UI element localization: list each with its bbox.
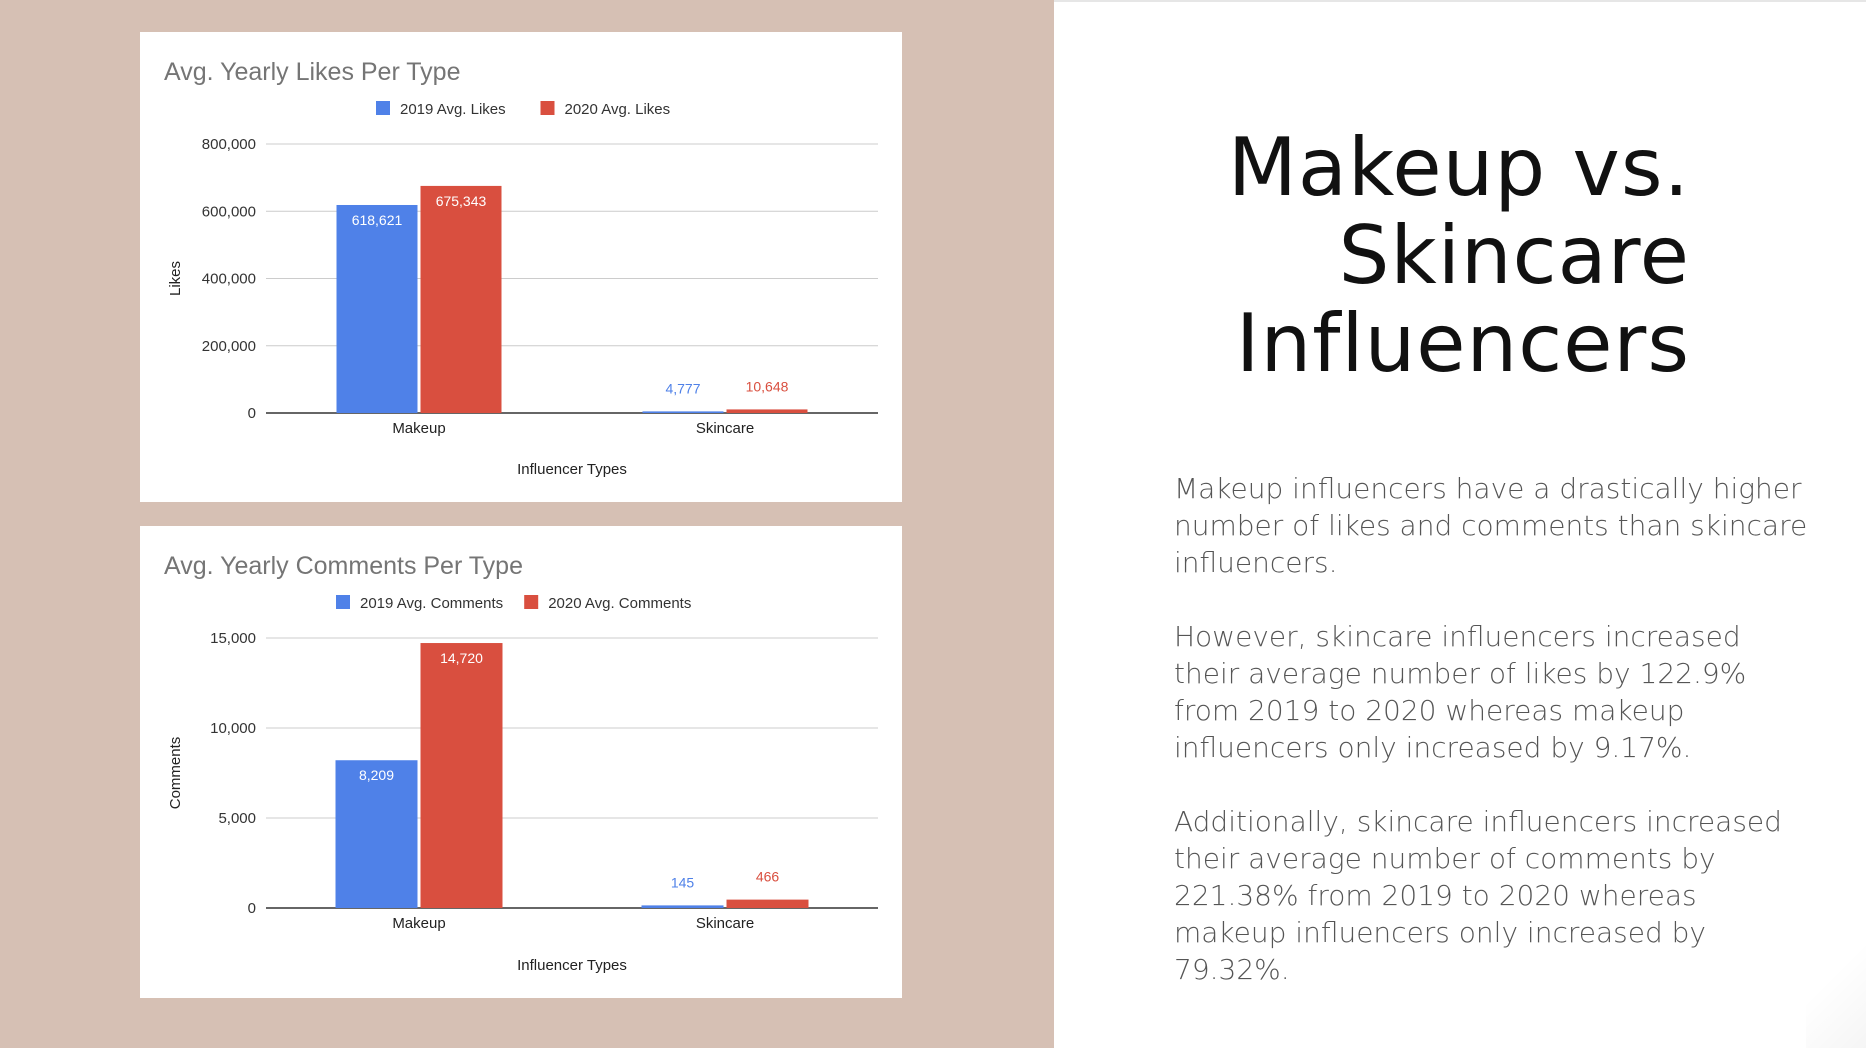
- legend-swatch: [336, 595, 350, 609]
- legend-swatch: [540, 101, 555, 115]
- data-label: 145: [671, 874, 695, 890]
- likes-chart: Avg. Yearly Likes Per Type 2019 Avg. Like…: [164, 58, 878, 478]
- x-axis-label: Influencer Types: [517, 957, 627, 974]
- body-text: Makeup influencers have a drastically hi…: [1174, 470, 1814, 1025]
- paragraph: Makeup influencers have a drastically hi…: [1174, 472, 1808, 579]
- x-tick-label: Makeup: [392, 420, 445, 437]
- data-label: 618,621: [352, 212, 403, 228]
- y-tick-label: 800,000: [202, 136, 256, 153]
- y-tick-label: 400,000: [202, 271, 256, 288]
- slide-title: Makeup vs. Skincare Influencers: [1228, 124, 1690, 388]
- legend-label: 2019 Avg. Comments: [360, 595, 503, 612]
- bar: [642, 411, 724, 413]
- legend-label: 2019 Avg. Likes: [400, 101, 506, 118]
- bar: [335, 760, 418, 908]
- data-label: 14,720: [440, 650, 483, 666]
- legend-label: 2020 Avg. Likes: [565, 101, 671, 118]
- y-tick-label: 15,000: [210, 630, 256, 647]
- chart-title: Avg. Yearly Comments Per Type: [164, 552, 523, 580]
- data-label: 4,777: [665, 380, 700, 396]
- comments-chart-card: Avg. Yearly Comments Per Type 2019 Avg. C…: [140, 526, 902, 998]
- data-label: 10,648: [746, 378, 789, 394]
- y-tick-label: 200,000: [202, 338, 256, 355]
- paragraph: However, skincare influencers increased …: [1174, 620, 1747, 764]
- y-axis-label: Comments: [167, 737, 184, 810]
- x-tick-label: Makeup: [392, 915, 445, 932]
- x-tick-label: Skincare: [696, 420, 754, 437]
- legend-label: 2020 Avg. Comments: [548, 595, 691, 612]
- data-label: 675,343: [436, 193, 487, 209]
- corner-shade: [1806, 928, 1866, 1048]
- title-line: Influencers: [1235, 297, 1690, 390]
- comments-chart: Avg. Yearly Comments Per Type 2019 Avg. C…: [164, 552, 878, 974]
- x-axis-label: Influencer Types: [517, 461, 627, 478]
- data-label: 8,209: [359, 767, 394, 783]
- bar: [420, 185, 502, 413]
- y-tick-label: 600,000: [202, 203, 256, 220]
- legend-swatch: [524, 595, 539, 609]
- y-tick-label: 0: [248, 900, 256, 917]
- y-tick-label: 5,000: [218, 810, 256, 827]
- title-line: Makeup vs.: [1227, 121, 1690, 214]
- y-axis-label: Likes: [167, 261, 184, 296]
- bar: [336, 204, 418, 413]
- paragraph: Additionally, skincare influencers incre…: [1174, 805, 1782, 986]
- legend-swatch: [376, 101, 390, 115]
- bar: [420, 643, 503, 908]
- y-tick-label: 10,000: [210, 720, 256, 737]
- bar: [726, 409, 808, 413]
- chart-title: Avg. Yearly Likes Per Type: [164, 58, 460, 86]
- data-label: 466: [756, 869, 780, 885]
- bar: [641, 905, 724, 908]
- y-tick-label: 0: [248, 405, 256, 422]
- x-tick-label: Skincare: [696, 915, 754, 932]
- likes-chart-card: Avg. Yearly Likes Per Type 2019 Avg. Like…: [140, 32, 902, 502]
- bar: [726, 899, 809, 908]
- title-line: Skincare: [1338, 209, 1690, 302]
- left-panel: Avg. Yearly Likes Per Type 2019 Avg. Like…: [0, 0, 1054, 1048]
- right-panel: Makeup vs. Skincare Influencers Makeup i…: [1054, 0, 1866, 1048]
